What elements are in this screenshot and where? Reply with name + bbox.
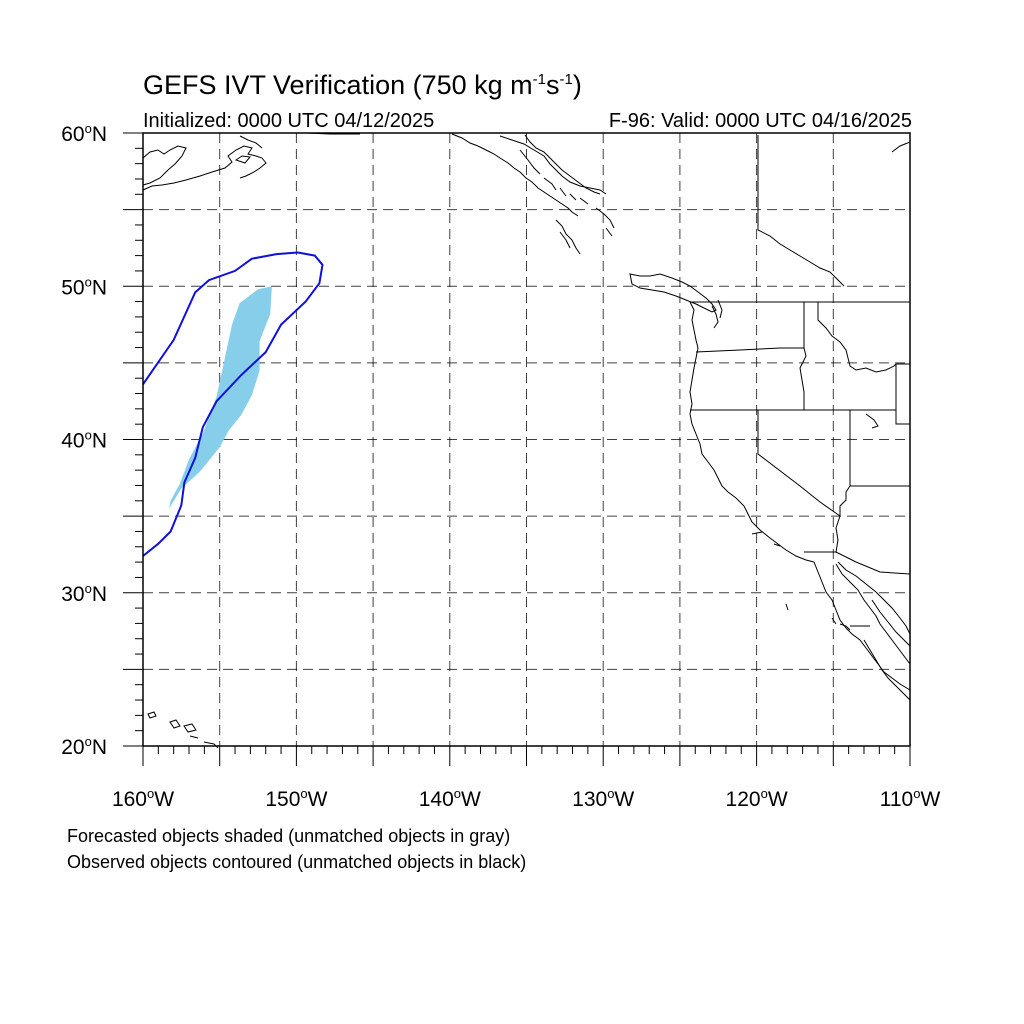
vancouver-island [629, 273, 717, 313]
hawaii-island [189, 735, 199, 739]
lon-label: 130oW [572, 786, 634, 811]
great-salt-lake [865, 413, 879, 429]
alaska-coastline [142, 145, 187, 186]
alaska-coastline [142, 145, 267, 191]
state-border [817, 302, 910, 373]
hawaii-island [183, 723, 197, 733]
hawaii-island [169, 719, 181, 729]
alaska-panhandle [499, 135, 607, 195]
state-border [695, 347, 807, 410]
us-west-coast [689, 301, 815, 563]
lon-label: 150oW [265, 786, 327, 811]
gulf-of-california [837, 561, 911, 635]
alaska-panhandle [451, 133, 579, 217]
initialized-time: Initialized: 0000 UTC 04/12/2025 [143, 110, 435, 132]
lon-label: 160oW [112, 786, 174, 811]
valid-time: F-96: Valid: 0000 UTC 04/16/2025 [608, 110, 912, 132]
canada-coast-ne [891, 141, 911, 153]
page-title: GEFS IVT Verification (750 kg m-1s-1) [143, 70, 582, 100]
lat-label: 50oN [61, 274, 107, 299]
axis-labels: 60oN 50oN 40oN 30oN 20oN 160oW 150oW 140oW 130oW… [61, 121, 940, 811]
puget-sound [711, 299, 723, 329]
baja-island [831, 617, 837, 625]
canada-interior-border [757, 135, 845, 287]
lat-label: 40oN [61, 428, 107, 453]
lon-label: 140oW [419, 786, 481, 811]
hawaii-island [147, 711, 157, 719]
alaska-panhandle [519, 149, 589, 205]
state-border [839, 485, 851, 516]
mexico-mainland-coast [871, 599, 911, 647]
hawaii-island [203, 741, 219, 749]
lat-label: 60oN [61, 121, 107, 146]
coastlines [142, 132, 911, 749]
bc-coastline [595, 207, 615, 237]
state-border [835, 515, 841, 553]
cedros-island [839, 623, 851, 631]
mexico-coast [863, 639, 911, 701]
footnote-forecast: Forecasted objects shaded (unmatched obj… [67, 826, 511, 846]
state-border [895, 364, 910, 425]
state-border [849, 410, 910, 487]
alaska-coastline [239, 135, 263, 149]
footnote-observed: Observed objects contoured (unmatched ob… [67, 852, 527, 872]
us-mexico-border [804, 551, 911, 575]
observed-object-contour [142, 251, 324, 557]
baja-california-east [835, 563, 911, 665]
baja-california [813, 561, 911, 691]
axis-ticks [123, 132, 911, 766]
lat-label: 20oN [61, 734, 107, 759]
canada-border [524, 134, 601, 195]
state-border [757, 410, 841, 517]
channel-islands [751, 531, 789, 611]
lon-label: 110oW [880, 786, 941, 811]
graticule [143, 133, 910, 746]
alaska-peninsula [234, 155, 251, 164]
lat-label: 30oN [61, 581, 107, 606]
haida-gwaii [555, 219, 581, 255]
lon-label: 120oW [726, 786, 788, 811]
